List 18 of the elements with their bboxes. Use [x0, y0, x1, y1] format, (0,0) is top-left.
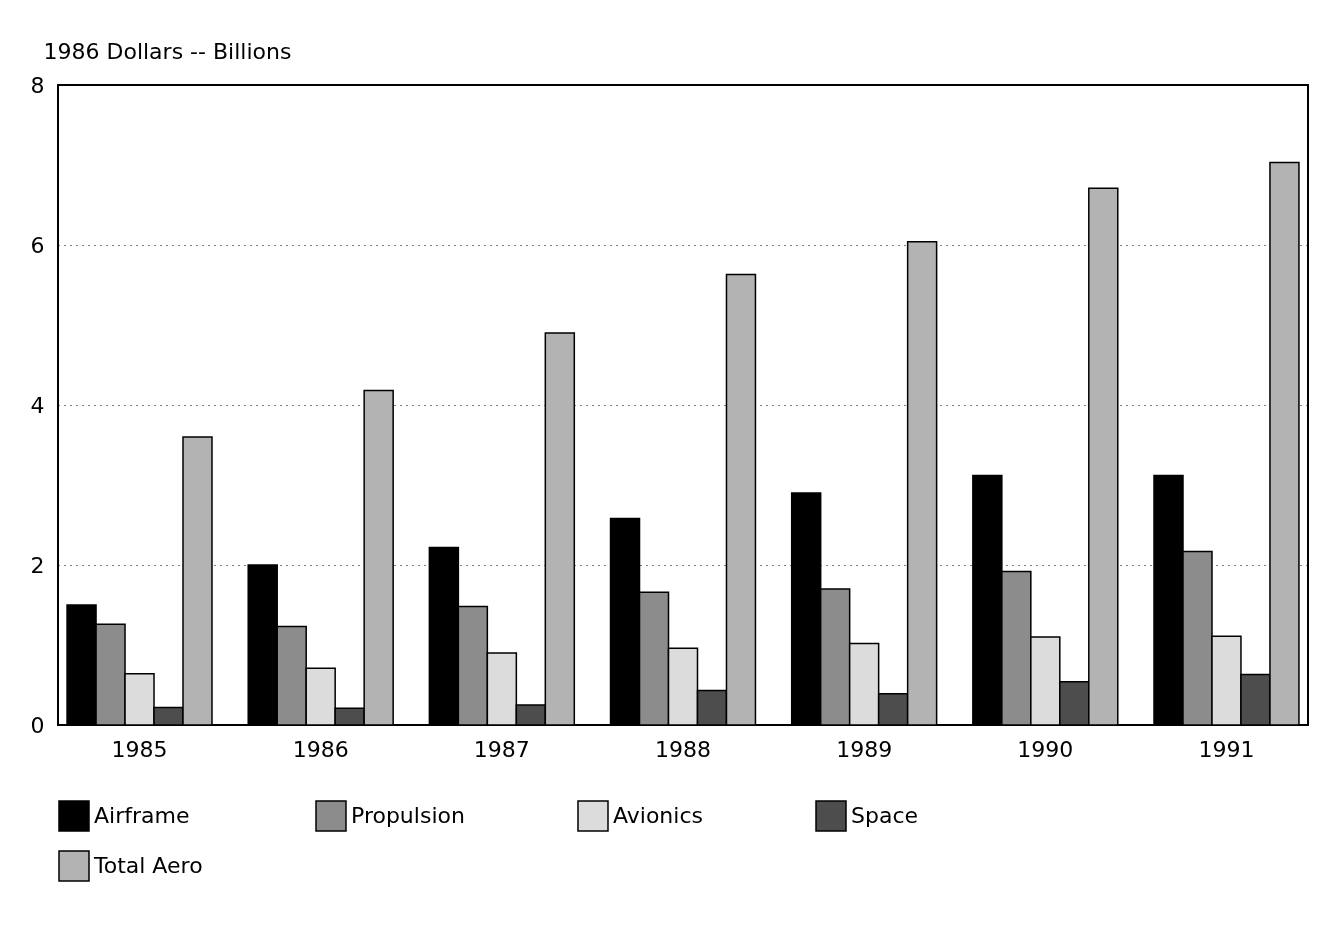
y-tick-label: 8 [30, 72, 45, 98]
x-tick-label: 1985 [111, 736, 168, 762]
legend-label: Space [851, 803, 919, 828]
x-tick-label: 1990 [1017, 736, 1074, 762]
y-tick-label: 2 [30, 552, 45, 578]
x-tick-label: 1987 [473, 736, 530, 762]
legend-label: Propulsion [351, 803, 465, 828]
x-tick-label: 1988 [655, 736, 711, 762]
legend-label: Airframe [94, 803, 190, 828]
y-tick-label: 4 [30, 392, 45, 418]
x-tick-label: 1991 [1198, 736, 1255, 762]
y-tick-label: 6 [30, 232, 45, 258]
y-axis-title: 1986 Dollars -- Billions [43, 38, 292, 64]
legend-label: Total Aero [93, 853, 203, 878]
x-tick-label: 1986 [292, 736, 349, 762]
y-tick-label: 0 [30, 712, 45, 738]
legend-label: Avionics [613, 803, 703, 828]
x-tick-label: 1989 [836, 736, 893, 762]
